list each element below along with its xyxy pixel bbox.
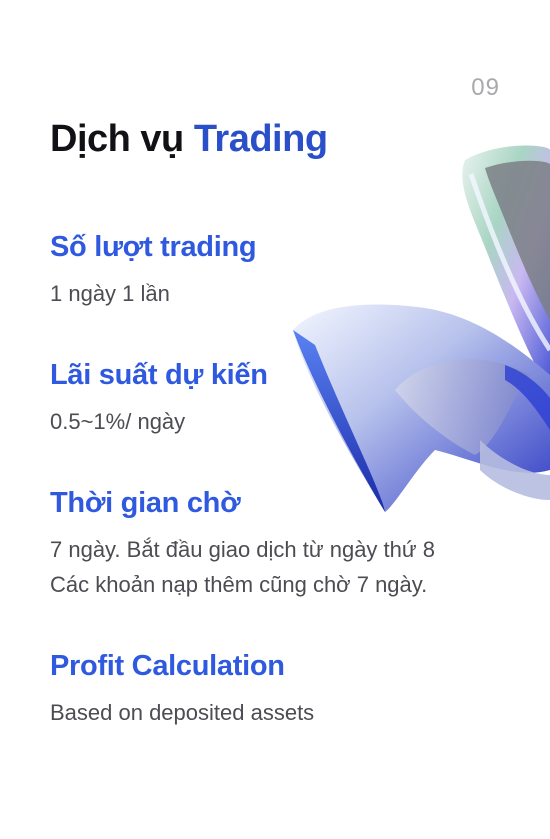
- section-trading-count: Số lượt trading 1 ngày 1 lần: [50, 231, 510, 311]
- title-prefix: Dịch vụ: [50, 118, 194, 160]
- section-text: 0.5~1%/ ngày: [50, 409, 186, 434]
- section-heading: Thời gian chờ: [50, 487, 241, 519]
- section-text: Based on deposited assets: [50, 700, 315, 725]
- abstract-3d-graphic: [293, 145, 550, 512]
- section-text: 7 ngày. Bắt đầu giao dịch từ ngày thứ 8 C…: [50, 532, 510, 602]
- section-profit-calculation: Profit Calculation Based on deposited as…: [50, 650, 510, 730]
- section-heading: Profit Calculation: [50, 650, 285, 682]
- section-heading: Lãi suất dự kiến: [50, 359, 268, 391]
- page-number: 09: [471, 74, 500, 101]
- section-expected-interest: Lãi suất dự kiến 0.5~1%/ ngày: [50, 359, 510, 439]
- section-text-line: 7 ngày. Bắt đầu giao dịch từ ngày thứ 8: [50, 537, 435, 562]
- section-text: 1 ngày 1 lần: [50, 281, 170, 306]
- section-text-line: Các khoản nạp thêm cũng chờ 7 ngày.: [50, 572, 428, 597]
- section-waiting-time: Thời gian chờ 7 ngày. Bắt đầu giao dịch …: [50, 487, 510, 602]
- title-accent: Trading: [193, 118, 328, 160]
- page-title: Dịch vụ Trading: [50, 118, 328, 161]
- section-heading: Số lượt trading: [50, 231, 257, 263]
